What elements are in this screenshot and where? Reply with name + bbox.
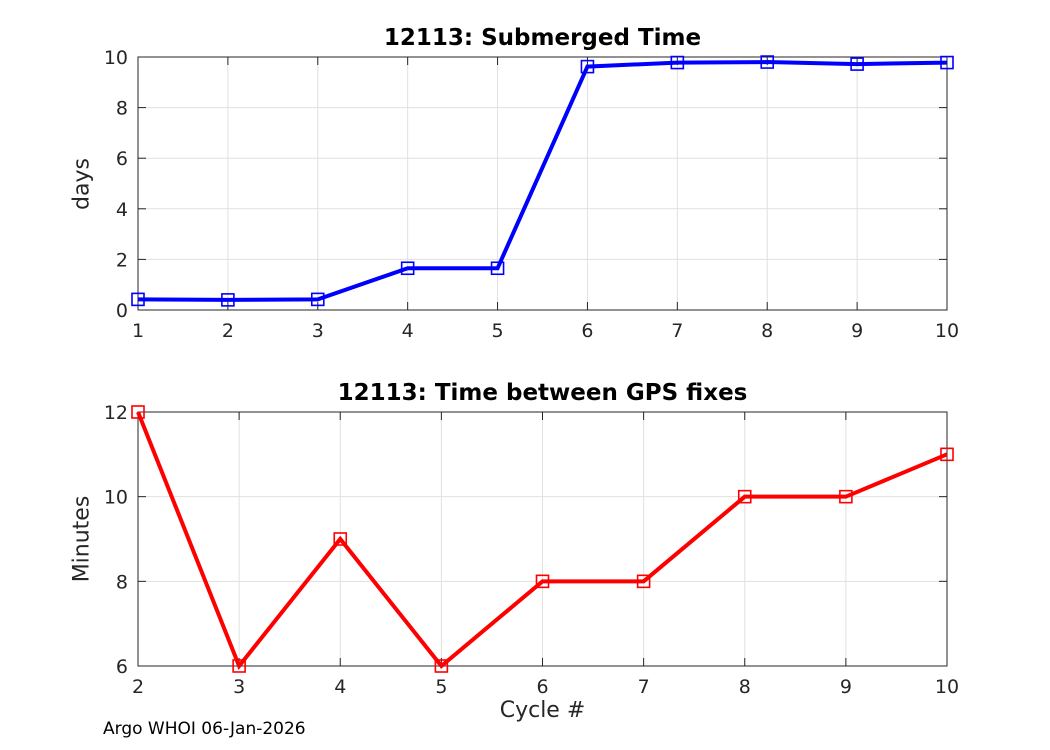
submerged-time-marker: [670, 55, 685, 70]
y-tick-label: 10: [104, 47, 128, 69]
gps-fix-interval-marker: [232, 659, 246, 673]
x-tick-label: 9: [851, 320, 863, 342]
submerged-time-marker: [310, 292, 325, 307]
x-tick-label: 6: [581, 320, 593, 342]
y-tick-label: 2: [116, 249, 128, 271]
submerged-time-marker: [490, 261, 505, 276]
submerged-time-marker: [221, 293, 235, 307]
gps-fix-interval-line: [136, 411, 948, 670]
submerged-time-marker: [850, 57, 864, 71]
gps-fix-interval-marker: [737, 489, 752, 504]
y-tick-label: 10: [104, 487, 128, 509]
gps-fix-interval-marker: [131, 405, 145, 419]
figure-footer-text: Argo WHOI 06-Jan-2026: [103, 719, 306, 739]
y-tick-label: 8: [116, 571, 128, 593]
submerged-time-marker: [580, 59, 595, 74]
x-tick-label: 2: [222, 320, 234, 342]
submerged-time-line: [137, 60, 948, 302]
x-tick-label: 10: [935, 676, 959, 698]
x-tick-label: 7: [671, 320, 683, 342]
x-tick-label: 4: [334, 676, 346, 698]
x-axis-label: Cycle #: [499, 698, 586, 723]
gps-fix-interval-marker: [333, 532, 348, 546]
submerged-time-marker: [760, 55, 775, 69]
x-tick-label: 3: [233, 676, 245, 698]
x-tick-label: 3: [312, 320, 324, 342]
x-tick-label: 5: [492, 320, 504, 342]
gps-fix-interval-marker: [535, 574, 550, 589]
y-tick-label: 6: [116, 656, 128, 678]
x-tick-label: 6: [536, 676, 548, 698]
x-tick-label: 5: [435, 676, 447, 698]
top-chart-title: 12113: Submerged Time: [383, 25, 702, 51]
x-tick-label: 1: [132, 320, 144, 342]
bottom-chart-title: 12113: Time between GPS fixes: [337, 380, 748, 406]
submerged-time-marker: [940, 55, 954, 70]
x-tick-label: 10: [935, 320, 959, 342]
x-tick-label: 4: [402, 320, 414, 342]
x-tick-label: 2: [132, 676, 144, 698]
top-y-axis-label: days: [69, 158, 95, 210]
axis-box: [137, 56, 948, 311]
gps-fix-interval-marker: [839, 489, 853, 504]
x-tick-label: 9: [840, 676, 852, 698]
gps-fix-interval-marker: [636, 574, 651, 589]
gps-fix-interval-marker: [940, 447, 954, 462]
x-tick-label: 8: [761, 320, 773, 342]
submerged-time-marker: [400, 261, 415, 276]
y-tick-label: 12: [104, 402, 128, 424]
submerged-time-marker: [131, 292, 145, 307]
y-tick-label: 0: [116, 300, 128, 322]
x-tick-label: 7: [638, 676, 650, 698]
x-tick-label: 8: [739, 676, 751, 698]
gps-fix-interval-marker: [434, 659, 449, 673]
y-tick-label: 6: [116, 148, 128, 170]
bottom-y-axis-label: Minutes: [69, 495, 95, 583]
y-tick-label: 4: [116, 199, 128, 221]
y-tick-label: 8: [116, 98, 128, 120]
